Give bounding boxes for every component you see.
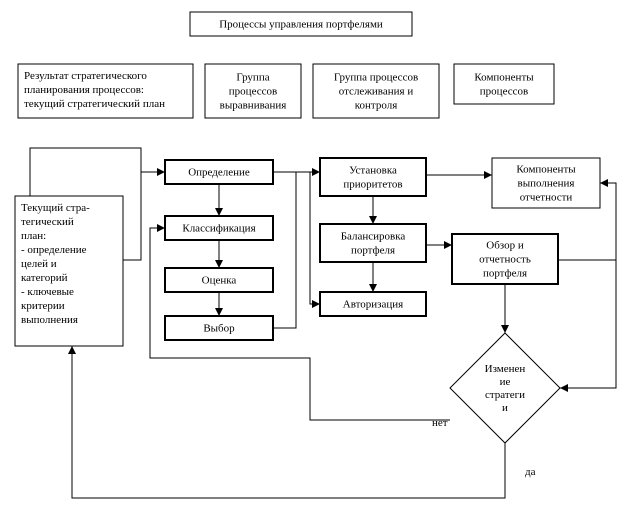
- label-yes: да: [525, 466, 536, 478]
- node-obz: Обзор иотчетностьпортфеля: [452, 234, 558, 284]
- label-class: Классификация: [182, 223, 255, 235]
- edge-5: [30, 148, 165, 196]
- node-def: Определение: [165, 160, 273, 184]
- edge-8: [296, 172, 320, 304]
- label-compv: Компонентывыполненияотчетности: [516, 164, 576, 204]
- label-vyb: Выбор: [203, 323, 235, 335]
- node-hdr2: Группапроцессоввыравнивания: [205, 64, 301, 118]
- node-plan: Текущий стра-тегическийплан:- определени…: [15, 196, 123, 346]
- edge-7: [273, 172, 296, 328]
- node-class: Классификация: [165, 216, 273, 240]
- label-no: нет: [432, 417, 448, 429]
- label-def: Определение: [188, 167, 250, 179]
- node-title: Процессы управления портфелями: [190, 12, 412, 36]
- node-auth: Авторизация: [320, 292, 426, 316]
- edge-13: [560, 260, 616, 388]
- label-hdr1: Результат стратегическогопланирования пр…: [24, 70, 165, 110]
- node-ocen: Оценка: [165, 268, 273, 292]
- node-hdr3: Группа процессовотслеживания иконтроля: [313, 64, 439, 118]
- label-title: Процессы управления портфелями: [219, 19, 383, 31]
- node-bal: Балансировкапортфеля: [320, 224, 426, 262]
- decision-diamond: Изменениестратегии: [450, 333, 560, 443]
- node-compv: Компонентывыполненияотчетности: [492, 158, 600, 208]
- label-auth: Авторизация: [343, 299, 403, 311]
- node-hdr1: Результат стратегическогопланирования пр…: [18, 64, 193, 118]
- edge-6: [123, 172, 141, 260]
- node-vyb: Выбор: [165, 316, 273, 340]
- label-ocen: Оценка: [202, 275, 237, 287]
- label-obz: Обзор иотчетностьпортфеля: [479, 240, 531, 280]
- node-hdr4: Компонентыпроцессов: [454, 64, 554, 104]
- node-prio: Установкаприоритетов: [320, 158, 426, 196]
